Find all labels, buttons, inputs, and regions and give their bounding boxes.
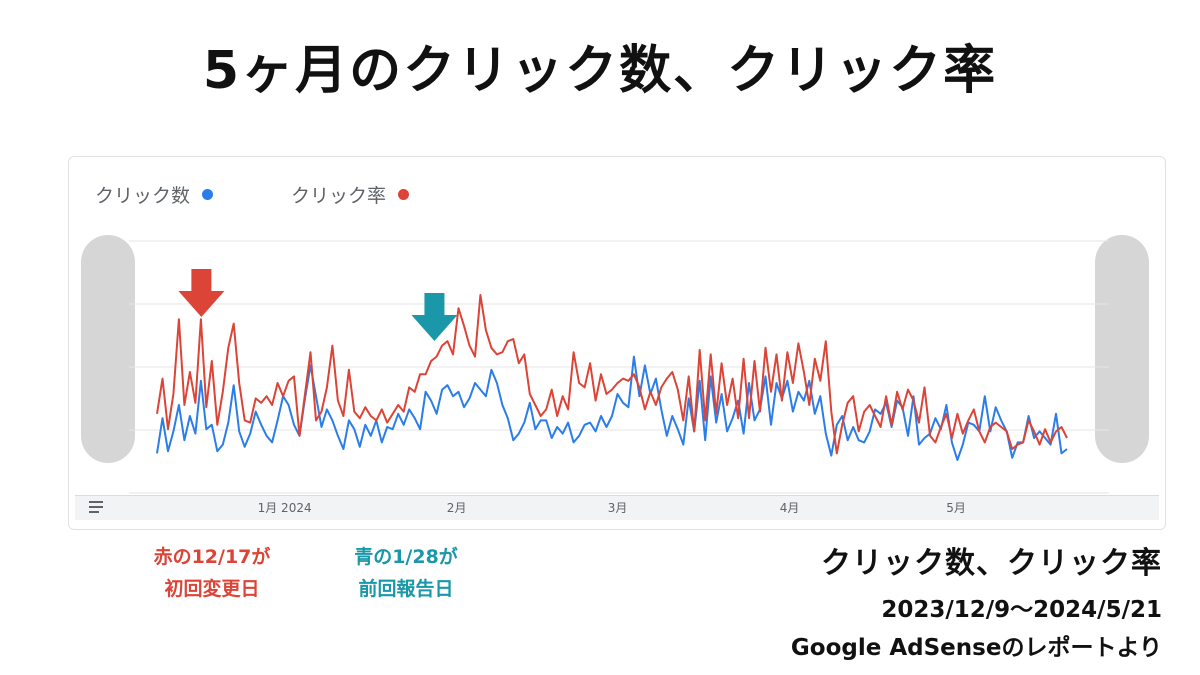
- note-first-change-line1: 赤の12/17が: [153, 546, 271, 568]
- menu-lines-icon[interactable]: [89, 501, 103, 516]
- note-first-change: 赤の12/17が 初回変更日: [128, 541, 296, 605]
- series-line-ctr: [156, 294, 1068, 455]
- legend-item-clicks[interactable]: クリック数: [95, 181, 214, 208]
- caption-source: Google AdSenseのレポートより: [790, 635, 1162, 661]
- series-line-clicks: [156, 355, 1068, 461]
- chart-legend: クリック数 クリック率: [95, 181, 410, 208]
- down-arrow-icon-red: [178, 269, 225, 317]
- x-tick-label: 1月 2024: [257, 501, 312, 515]
- note-first-change-line2: 初回変更日: [164, 578, 260, 600]
- caption-title: クリック数、クリック率: [821, 546, 1162, 581]
- note-last-report-line2: 前回報告日: [358, 578, 454, 600]
- legend-label-ctr: クリック率: [291, 185, 387, 207]
- legend-item-ctr[interactable]: クリック率: [291, 181, 410, 208]
- caption-date-range: 2023/12/9〜2024/5/21: [881, 597, 1162, 623]
- x-tick-label: 2月: [446, 501, 467, 515]
- legend-dot-ctr: [398, 189, 410, 200]
- note-last-report-line1: 青の1/28が: [354, 546, 458, 568]
- range-handle-left[interactable]: [81, 235, 135, 463]
- legend-dot-clicks: [202, 189, 214, 200]
- page-title: 5ヶ月のクリック数、クリック率: [202, 41, 998, 101]
- x-tick-label: 4月: [779, 501, 800, 515]
- x-tick-label: 3月: [607, 501, 628, 515]
- time-axis: 1月 2024 2月 3月 4月 5月: [75, 495, 1159, 520]
- chart-card: クリック数 クリック率 1月 2024 2月 3月 4月 5月: [68, 156, 1166, 530]
- down-arrow-icon-teal: [411, 293, 458, 341]
- legend-label-clicks: クリック数: [95, 185, 191, 207]
- x-tick-label: 5月: [946, 501, 966, 515]
- line-chart: [129, 240, 1109, 494]
- note-last-report: 青の1/28が 前回報告日: [322, 541, 490, 605]
- range-handle-right[interactable]: [1095, 235, 1149, 463]
